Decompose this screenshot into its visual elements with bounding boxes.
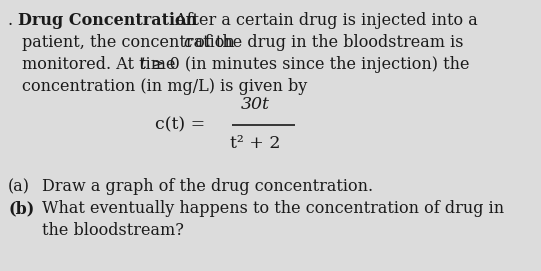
Text: patient, the concentration: patient, the concentration: [22, 34, 240, 51]
Text: concentration (in mg/L) is given by: concentration (in mg/L) is given by: [22, 78, 307, 95]
Text: .: .: [8, 12, 18, 29]
Text: ≥ 0 (in minutes since the injection) the: ≥ 0 (in minutes since the injection) the: [146, 56, 470, 73]
Text: What eventually happens to the concentration of drug in: What eventually happens to the concentra…: [42, 200, 504, 217]
Text: 30t: 30t: [241, 96, 269, 113]
Text: (a): (a): [8, 178, 30, 195]
Text: After a certain drug is injected into a: After a certain drug is injected into a: [165, 12, 478, 29]
Text: Drug Concentration: Drug Concentration: [18, 12, 197, 29]
Text: t² + 2: t² + 2: [230, 135, 280, 152]
Text: Draw a graph of the drug concentration.: Draw a graph of the drug concentration.: [42, 178, 373, 195]
Text: of the drug in the bloodstream is: of the drug in the bloodstream is: [190, 34, 464, 51]
Text: monitored. At time: monitored. At time: [22, 56, 181, 73]
Text: t: t: [139, 56, 146, 73]
Text: the bloodstream?: the bloodstream?: [42, 222, 184, 239]
Text: c: c: [183, 34, 192, 51]
Text: (b): (b): [8, 200, 34, 217]
Text: c(t) =: c(t) =: [155, 117, 205, 134]
